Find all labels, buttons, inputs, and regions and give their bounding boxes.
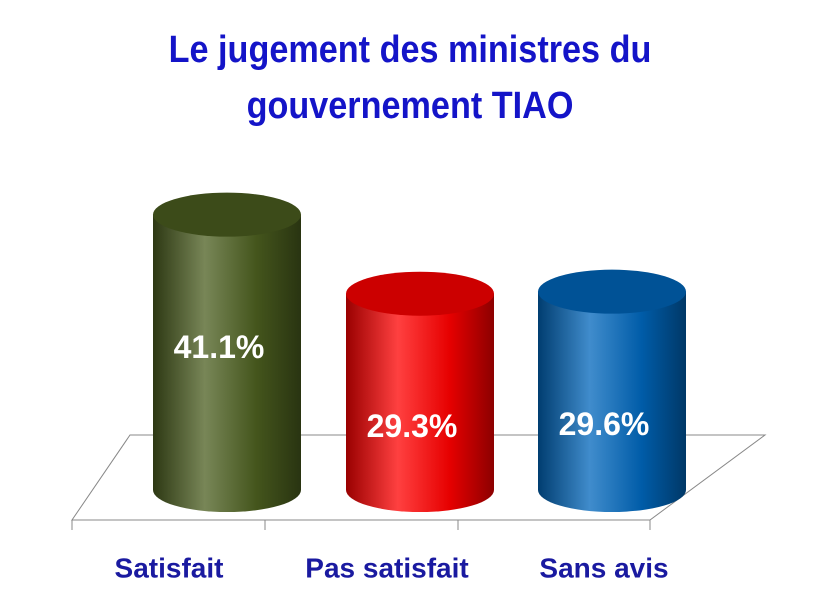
bar [538,291,686,490]
chart-title: Le jugement des ministres du gouvernemen… [168,29,652,127]
x-tick-label: Pas satisfait [305,552,468,583]
bar [346,293,494,490]
bar [153,214,301,490]
cylinder-top [538,269,686,314]
value-label: 29.6% [559,406,650,442]
x-tick-label: Sans avis [539,552,668,583]
value-label: 41.1% [174,329,265,365]
cylinder-top [153,192,301,237]
value-label: 29.3% [367,408,458,444]
x-tick-label: Satisfait [115,552,224,583]
cylinder-top [346,271,494,316]
